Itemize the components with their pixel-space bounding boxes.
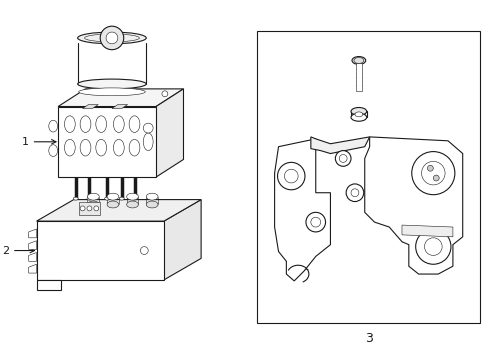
Ellipse shape [107, 201, 119, 208]
Bar [256, 31, 479, 323]
Circle shape [421, 161, 444, 185]
Circle shape [424, 238, 441, 256]
Polygon shape [310, 137, 369, 154]
Ellipse shape [119, 197, 124, 200]
Ellipse shape [350, 113, 366, 121]
Polygon shape [29, 264, 37, 273]
Ellipse shape [351, 57, 365, 64]
Ellipse shape [129, 139, 140, 156]
Ellipse shape [96, 139, 106, 156]
Polygon shape [401, 225, 452, 237]
Ellipse shape [79, 88, 145, 96]
Circle shape [80, 206, 85, 211]
Ellipse shape [78, 79, 146, 89]
Text: 3: 3 [364, 332, 372, 345]
Polygon shape [29, 252, 37, 261]
Ellipse shape [113, 139, 124, 156]
Circle shape [432, 175, 438, 181]
Ellipse shape [80, 116, 91, 132]
Circle shape [143, 123, 153, 133]
Ellipse shape [73, 197, 78, 200]
Ellipse shape [104, 197, 109, 200]
Ellipse shape [107, 193, 119, 200]
Polygon shape [364, 137, 462, 274]
Ellipse shape [49, 145, 58, 157]
Ellipse shape [353, 58, 363, 63]
Ellipse shape [113, 116, 124, 132]
Polygon shape [37, 280, 61, 290]
Ellipse shape [143, 133, 153, 150]
Polygon shape [37, 199, 201, 221]
Polygon shape [156, 89, 183, 177]
Circle shape [277, 162, 305, 190]
Circle shape [335, 150, 350, 166]
Text: 2: 2 [2, 246, 34, 256]
Ellipse shape [64, 139, 75, 156]
Ellipse shape [354, 112, 362, 117]
Ellipse shape [80, 139, 91, 156]
Polygon shape [274, 139, 330, 281]
Ellipse shape [126, 201, 138, 208]
Polygon shape [29, 241, 37, 249]
Bar [79, 202, 100, 215]
Ellipse shape [146, 201, 158, 208]
Circle shape [87, 206, 92, 211]
Ellipse shape [78, 32, 146, 44]
Circle shape [310, 217, 320, 227]
Circle shape [346, 184, 363, 202]
Circle shape [415, 229, 450, 264]
Circle shape [350, 189, 358, 197]
Polygon shape [163, 199, 201, 280]
Polygon shape [58, 89, 183, 107]
Polygon shape [82, 104, 98, 108]
Bar [58, 107, 156, 177]
Circle shape [411, 152, 454, 195]
Ellipse shape [350, 108, 366, 115]
Ellipse shape [126, 193, 138, 200]
Ellipse shape [87, 197, 92, 200]
Circle shape [162, 91, 167, 97]
Circle shape [427, 165, 432, 171]
Ellipse shape [132, 197, 137, 200]
Circle shape [140, 247, 148, 255]
Ellipse shape [84, 34, 139, 42]
Bar [355, 63, 361, 91]
Circle shape [100, 26, 123, 50]
Polygon shape [29, 229, 37, 238]
Circle shape [339, 154, 346, 162]
Polygon shape [112, 104, 127, 108]
Ellipse shape [87, 193, 99, 200]
Text: 1: 1 [21, 137, 56, 147]
Ellipse shape [96, 116, 106, 132]
Ellipse shape [87, 201, 99, 208]
Ellipse shape [64, 116, 75, 132]
Bar [37, 221, 163, 280]
Ellipse shape [146, 193, 158, 200]
Circle shape [284, 169, 298, 183]
Ellipse shape [49, 120, 58, 132]
Circle shape [305, 212, 325, 232]
Circle shape [94, 206, 99, 211]
Circle shape [106, 32, 118, 44]
Ellipse shape [129, 116, 140, 132]
